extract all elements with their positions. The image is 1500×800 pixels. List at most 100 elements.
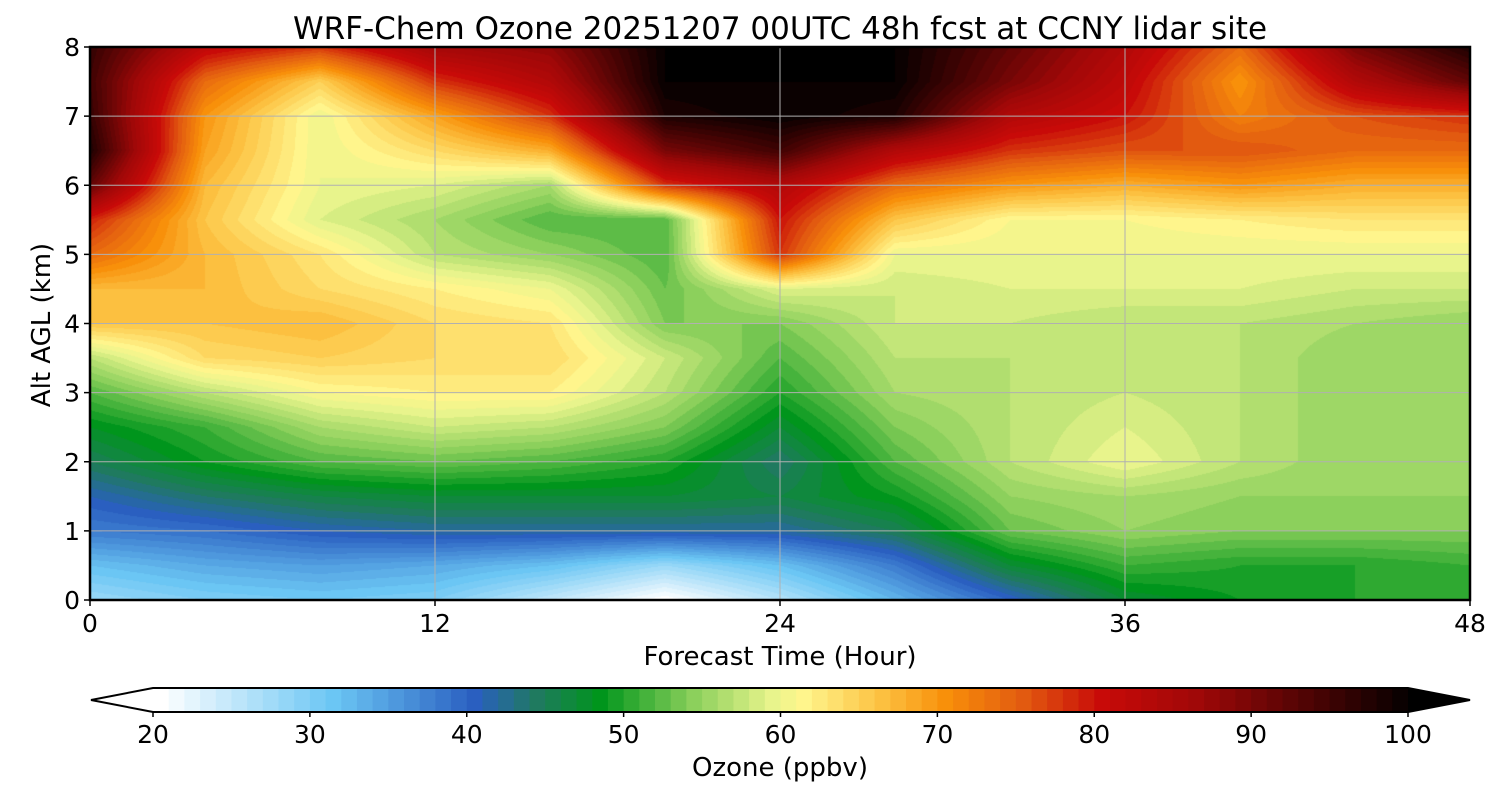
colorbar-tick-label: 100 [1384,720,1432,749]
colorbar-segment [1125,688,1142,712]
x-axis-label: Forecast Time (Hour) [643,642,916,672]
colorbar-segment [325,688,342,712]
x-tick-label: 12 [419,609,451,638]
colorbar-segment [184,688,201,712]
colorbar-segment [1047,688,1064,712]
colorbar-segment [670,688,687,712]
colorbar-tick-label: 50 [608,720,640,749]
colorbar-segment [388,688,405,712]
chart-title: WRF-Chem Ozone 20251207 00UTC 48h fcst a… [293,11,1267,47]
colorbar-segment [1360,688,1378,712]
colorbar-segment [1376,688,1393,712]
colorbar-segment [1094,688,1111,712]
colorbar-tick-label: 80 [1078,720,1110,749]
colorbar-segment [843,688,860,712]
colorbar-segment [702,688,719,712]
colorbar-segment [466,688,484,712]
colorbar-segment [1188,688,1205,712]
colorbar-segment [576,688,593,712]
colorbar-segment [1392,688,1409,712]
colorbar-segment [1219,688,1237,712]
colorbar-tick-label: 60 [765,720,797,749]
colorbar-tick-label: 90 [1235,720,1267,749]
y-tick-label: 8 [64,33,80,62]
y-tick-label: 4 [64,310,80,339]
colorbar-segment [1282,688,1299,712]
colorbar-segment [780,688,797,712]
colorbar-segment [231,688,248,712]
colorbar-segment [764,688,782,712]
colorbar-tick-label: 20 [137,720,169,749]
colorbar-segment [529,688,546,712]
colorbar-segment [1313,688,1331,712]
colorbar-segment [984,688,1001,712]
colorbar-segment [404,688,421,712]
colorbar-segment [513,688,531,712]
colorbar-segment [1157,688,1174,712]
colorbar-segment [1015,688,1033,712]
colorbar-segment [953,688,970,712]
colorbar-segment [1172,688,1189,712]
colorbar-segment [1078,688,1095,712]
colorbar-segment [419,688,436,712]
colorbar-tick-label: 70 [921,720,953,749]
colorbar-segment [247,688,264,712]
colorbar-segment [1204,688,1221,712]
colorbar: 20 30 40 50 60 70 80 90 100 [90,687,1471,749]
x-tick-label: 36 [1109,609,1141,638]
colorbar-segment [1298,688,1315,712]
colorbar-segment [717,688,735,712]
colorbar-segment [890,688,907,712]
y-tick-label: 6 [64,171,80,200]
colorbar-segment [451,688,468,712]
colorbar-segment [356,688,374,712]
colorbar-segment [545,688,562,712]
y-tick-label: 0 [64,586,80,615]
colorbar-segment [294,688,311,712]
colorbar-segment [498,688,515,712]
colorbar-segment [827,688,844,712]
colorbar-tick-label: 30 [294,720,326,749]
colorbar-segment [262,688,280,712]
colorbar-segment [655,688,672,712]
colorbar-segment [153,688,170,712]
colorbar-extend-max [1408,688,1470,712]
colorbar-segment [921,688,938,712]
colorbar-segment [592,688,609,712]
colorbar-segment [796,688,813,712]
colorbar-segment [341,688,358,712]
colorbar-label: Ozone (ppbv) [692,753,868,783]
colorbar-segment [1345,688,1362,712]
colorbar-segment [215,688,233,712]
colorbar-segment [435,688,452,712]
colorbar-segment [733,688,750,712]
colorbar-segment [937,688,954,712]
colorbar-segment [623,688,640,712]
colorbar-segment [1109,688,1127,712]
colorbar-segment [811,688,829,712]
colorbar-segment [1031,688,1048,712]
colorbar-segment [200,688,217,712]
x-tick-label: 48 [1454,609,1486,638]
y-axis-label: Alt AGL (km) [27,243,57,407]
colorbar-segment [1235,688,1252,712]
colorbar-segment [560,688,578,712]
y-tick-label: 7 [64,102,80,131]
colorbar-segment [168,688,185,712]
colorbar-segment [372,688,389,712]
colorbar-extend-min [91,688,153,712]
colorbar-segment [858,688,876,712]
y-tick-label: 2 [64,448,80,477]
colorbar-segment [309,688,327,712]
y-tick-label: 1 [64,517,80,546]
colorbar-segment [1000,688,1017,712]
y-tick-label: 3 [64,379,80,408]
colorbar-segment [482,688,499,712]
colorbar-segment [906,688,923,712]
colorbar-segment [968,688,986,712]
colorbar-segment [1062,688,1080,712]
x-tick-label: 0 [82,609,98,638]
colorbar-segment [1251,688,1268,712]
